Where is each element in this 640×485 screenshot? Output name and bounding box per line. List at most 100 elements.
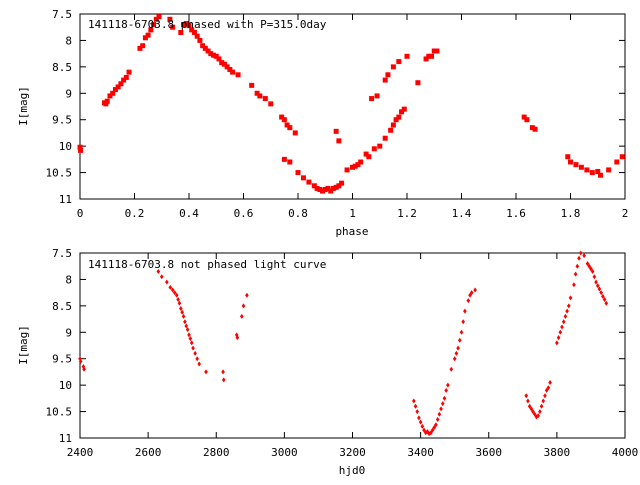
data-point <box>112 87 118 93</box>
data-point <box>123 74 129 80</box>
data-point <box>254 90 260 96</box>
data-point <box>597 286 602 292</box>
data-point <box>597 172 603 178</box>
data-point <box>344 167 350 173</box>
data-point <box>415 409 420 415</box>
unphased-light-curve-panel: 7.5 8 8.5 9 9.5 10 10.5 11 2400 2600 2800 3000 3200… <box>17 247 638 477</box>
data-point <box>432 424 437 430</box>
y-tick-label: 8 <box>65 273 72 286</box>
x-tick-label: 2400 <box>67 446 94 459</box>
data-point <box>468 292 472 298</box>
data-point <box>230 69 236 75</box>
data-point <box>235 335 240 341</box>
data-point <box>594 279 598 285</box>
chart-title: 141118-6703.8 not phased light curve <box>88 258 326 271</box>
data-point <box>584 167 590 173</box>
x-tick-label: 2 <box>622 207 629 220</box>
data-point <box>396 59 402 65</box>
data-point <box>78 147 84 153</box>
data-point <box>78 358 83 364</box>
data-point <box>200 43 206 49</box>
data-point <box>595 283 600 289</box>
data-point <box>548 380 552 385</box>
data-point <box>420 423 425 429</box>
data-point <box>404 53 410 59</box>
data-point <box>249 82 255 88</box>
data-point <box>456 345 460 351</box>
data-point <box>187 332 191 338</box>
y-tick-label: 9 <box>65 87 72 100</box>
data-point <box>606 167 612 173</box>
data-point <box>172 290 177 296</box>
data-point <box>330 185 336 191</box>
data-point <box>148 27 154 33</box>
plot-frame <box>79 13 626 200</box>
y-tick-label: 11 <box>59 193 72 206</box>
data-point <box>107 93 113 99</box>
x-tick-label: 3000 <box>271 446 298 459</box>
data-point <box>300 175 306 181</box>
data-point <box>463 308 467 314</box>
data-point <box>167 16 173 22</box>
data-point <box>587 263 592 269</box>
data-point <box>165 279 169 285</box>
data-point <box>595 169 601 175</box>
y-tick-label: 10.5 <box>46 406 73 419</box>
data-point <box>429 430 433 436</box>
data-point <box>430 427 435 433</box>
data-point <box>358 159 364 165</box>
x-tick-label: 1.6 <box>506 207 526 220</box>
y-tick-label: 10.5 <box>46 167 73 180</box>
data-point <box>369 96 375 102</box>
data-point <box>572 282 576 288</box>
data-point <box>325 185 331 191</box>
data-point <box>188 336 193 342</box>
data-point <box>224 64 230 70</box>
data-point <box>180 309 184 315</box>
data-point <box>412 398 416 404</box>
y-axis: 7.5 8 8.5 9 9.5 10 10.5 11 <box>46 8 625 206</box>
data-point <box>524 117 530 123</box>
data-point <box>556 335 561 341</box>
data-point <box>153 16 159 22</box>
x-tick-label: 1 <box>349 207 356 220</box>
data-point <box>281 117 287 123</box>
x-tick-label: 1.2 <box>397 207 417 220</box>
data-point <box>426 53 432 59</box>
data-point <box>184 323 189 329</box>
data-point <box>532 126 538 132</box>
data-point <box>221 61 227 67</box>
data-point <box>431 48 437 54</box>
data-point <box>205 48 211 54</box>
data-point <box>195 356 199 362</box>
x-tick-label: 2600 <box>135 446 162 459</box>
data-point <box>197 37 203 43</box>
x-tick-label: 3800 <box>544 446 571 459</box>
data-point <box>211 52 217 58</box>
data-point <box>82 366 86 372</box>
data-point <box>197 361 202 367</box>
data-point <box>546 385 551 391</box>
data-point <box>311 183 317 189</box>
data-points <box>78 250 609 437</box>
y-axis: 7.5 8 8.5 9 9.5 10 10.5 11 <box>46 247 625 445</box>
data-point <box>179 306 183 311</box>
data-point <box>532 411 537 417</box>
data-point <box>568 295 573 301</box>
data-point <box>118 81 124 87</box>
data-point <box>168 284 173 290</box>
data-point <box>599 290 603 296</box>
y-tick-label: 9.5 <box>52 353 72 366</box>
data-point <box>466 298 471 304</box>
data-point <box>536 413 540 419</box>
data-point <box>159 274 164 280</box>
x-tick-label: 0 <box>77 207 84 220</box>
data-point <box>363 151 369 157</box>
data-point <box>181 22 187 28</box>
data-point <box>221 369 225 375</box>
data-point <box>126 69 132 75</box>
data-point <box>469 290 474 296</box>
data-point <box>543 393 547 399</box>
data-point <box>388 127 394 133</box>
